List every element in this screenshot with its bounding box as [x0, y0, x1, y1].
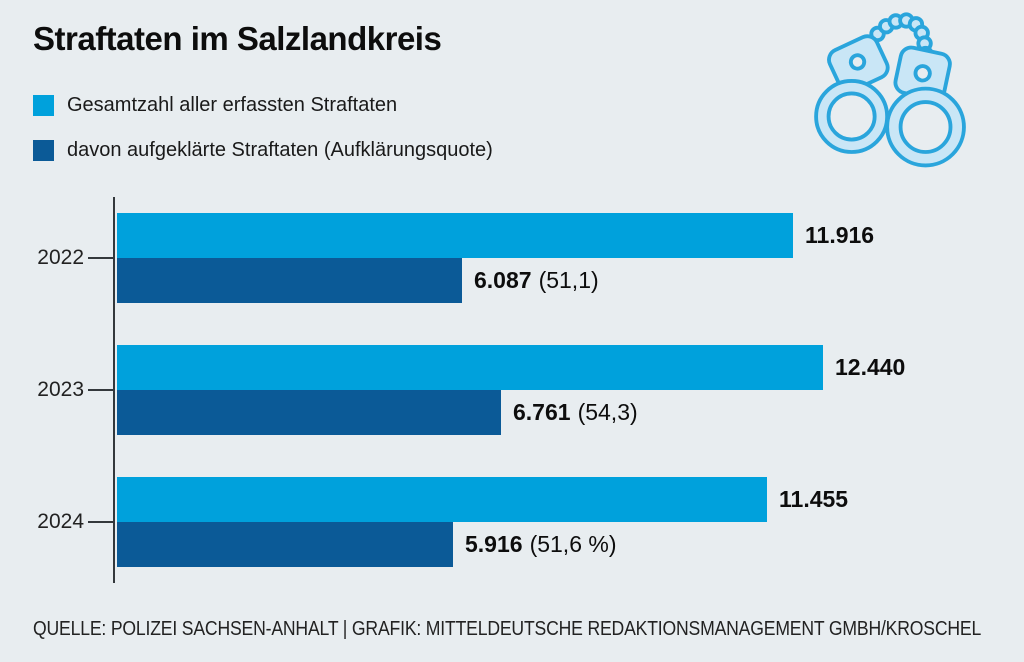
solved-bar	[117, 390, 501, 435]
legend-item-solved: davon aufgeklärte Straftaten (Aufklärung…	[33, 137, 493, 163]
source-credit: QUELLE: POLIZEI SACHSEN-ANHALT | GRAFIK:…	[33, 618, 982, 640]
value-text: 5.916	[465, 531, 523, 557]
handcuffs-icon	[795, 8, 1010, 176]
y-axis-line	[113, 197, 115, 583]
total-value-label: 12.440	[835, 345, 905, 390]
clearance-rate-text: (54,3)	[577, 399, 638, 425]
year-label: 2023	[37, 378, 84, 401]
axis-tick	[88, 389, 114, 391]
total-bar	[117, 213, 793, 258]
bar-group-2024: 2024 11.455 5.916 (51,6 %)	[0, 477, 1024, 567]
chart-legend: Gesamtzahl aller erfassten Straftaten da…	[33, 92, 493, 182]
bar-group-2022: 2022 11.916 6.087 (51,1)	[0, 213, 1024, 303]
legend-swatch-total	[33, 94, 54, 116]
solved-bar	[117, 522, 453, 567]
total-value-label: 11.455	[779, 477, 848, 522]
page-title: Straftaten im Salzlandkreis	[33, 20, 442, 57]
solved-value-label: 6.087 (51,1)	[474, 258, 599, 303]
legend-swatch-solved	[33, 139, 54, 161]
total-bar	[117, 477, 767, 522]
value-text: 11.916	[805, 222, 875, 248]
value-text: 6.087	[474, 267, 532, 293]
value-text: 11.455	[779, 486, 849, 512]
year-label: 2024	[37, 510, 84, 533]
bar-group-2023: 2023 12.440 6.761 (54,3)	[0, 345, 1024, 435]
legend-item-total: Gesamtzahl aller erfassten Straftaten	[33, 92, 493, 118]
clearance-rate-text: (51,6 %)	[529, 531, 617, 557]
bar-chart: 2022 11.916 6.087 (51,1) 2023 12.440 6.761 (54,…	[0, 197, 1024, 583]
solved-value-label: 5.916 (51,6 %)	[465, 522, 617, 567]
axis-tick	[88, 257, 114, 259]
clearance-rate-text: (51,1)	[538, 267, 599, 293]
solved-value-label: 6.761 (54,3)	[513, 390, 638, 435]
year-label: 2022	[37, 246, 84, 269]
value-text: 6.761	[513, 399, 571, 425]
legend-label-solved: davon aufgeklärte Straftaten (Aufklärung…	[67, 138, 493, 161]
legend-label-total: Gesamtzahl aller erfassten Straftaten	[67, 93, 398, 116]
axis-tick	[88, 521, 114, 523]
value-text: 12.440	[835, 354, 906, 380]
total-value-label: 11.916	[805, 213, 874, 258]
solved-bar	[117, 258, 462, 303]
total-bar	[117, 345, 823, 390]
